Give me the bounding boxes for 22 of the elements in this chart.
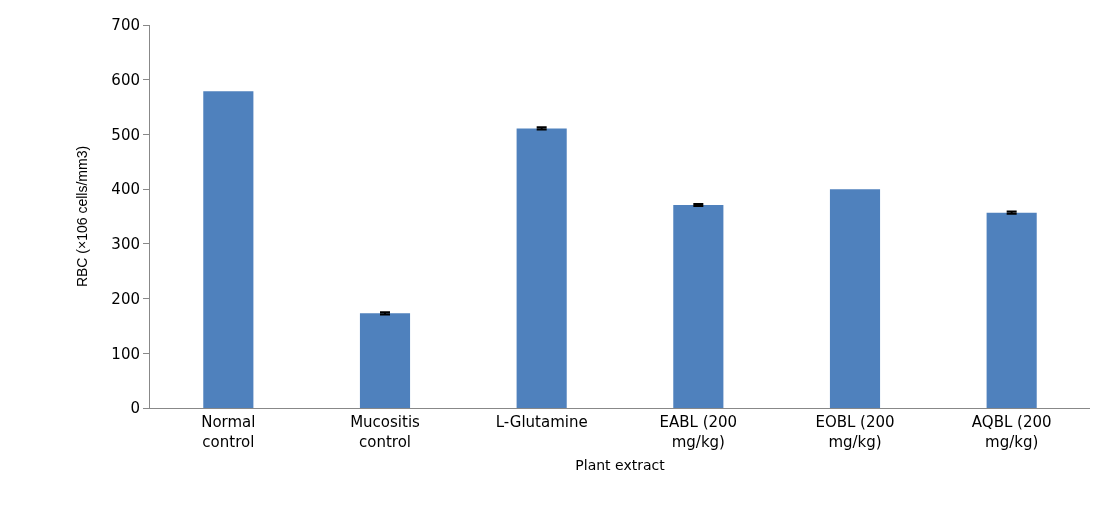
- bar: [359, 313, 411, 408]
- x-tick-label: AQBL (200 mg/kg): [971, 413, 1052, 451]
- x-tick-label: EABL (200 mg/kg): [659, 413, 738, 451]
- x-tick-label: L-Glutamine: [495, 413, 588, 431]
- y-tick-label: 100: [111, 344, 140, 363]
- bar: [986, 212, 1037, 408]
- y-tick-label: 500: [111, 125, 140, 144]
- bar: [516, 128, 567, 408]
- y-tick-label: 200: [111, 289, 140, 308]
- x-tick-label: EOBL (200 mg/kg): [815, 413, 895, 451]
- y-tick-label: 600: [111, 70, 140, 89]
- x-tick-label: Normal control: [201, 413, 256, 451]
- y-tick-label: 0: [130, 399, 140, 418]
- y-tick-label: 700: [111, 16, 140, 35]
- bar: [203, 91, 254, 408]
- y-tick-label: 300: [111, 235, 140, 254]
- y-axis-title: RBC (×106 cells/mm3): [73, 145, 90, 288]
- y-tick-label: 400: [111, 180, 140, 199]
- x-tick-label: Mucositis control: [350, 413, 421, 451]
- x-axis-title: Plant extract: [575, 456, 666, 473]
- bar: [673, 205, 724, 408]
- bar: [829, 189, 881, 408]
